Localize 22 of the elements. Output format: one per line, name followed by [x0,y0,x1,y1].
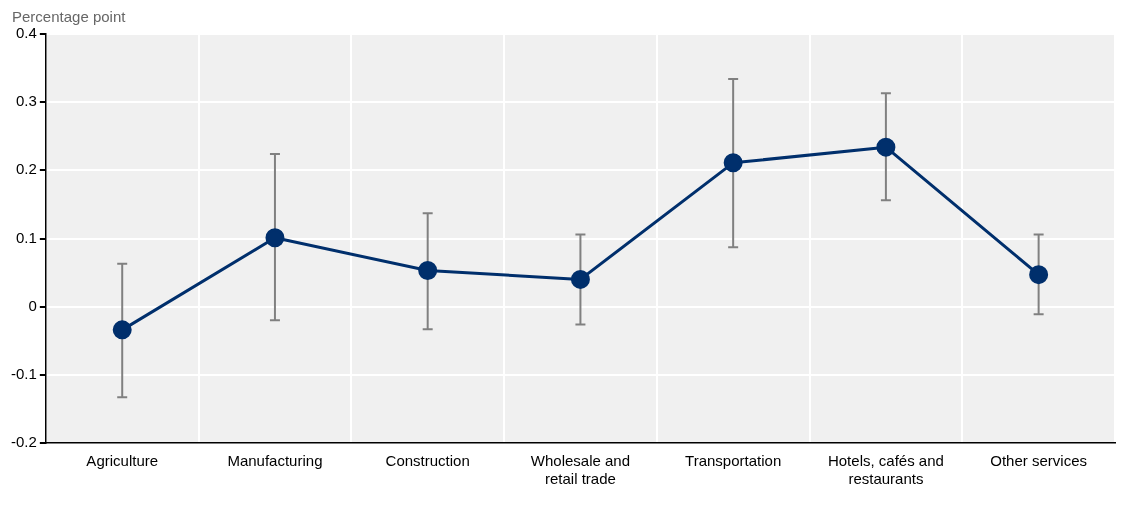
x-tick-label: Construction [385,452,470,470]
y-tick-label: 0.2 [15,160,37,178]
y-tick-label: 0.3 [15,92,37,110]
point [265,228,285,248]
y-tick-label: 0.1 [15,228,37,246]
point [723,153,743,173]
y-tick-label: 0.4 [15,24,37,42]
point [570,269,590,289]
point [418,261,438,281]
y-tick-label: -0.2 [10,433,37,451]
x-tick-label: Other services [990,452,1087,470]
point [112,320,132,340]
y-tick-label: -0.1 [10,364,37,382]
y-axis-title: Percentage point [12,7,127,25]
x-tick-label: Wholesale and retail trade [530,452,631,488]
point [876,137,896,157]
x-tick-label: Manufacturing [227,452,323,470]
x-tick-label: Agriculture [86,452,159,470]
x-tick-label: Hotels, cafés and restaurants [827,452,944,488]
y-tick-label: 0 [28,296,37,314]
x-tick-label: Transportation [685,452,782,470]
point [1029,265,1049,285]
